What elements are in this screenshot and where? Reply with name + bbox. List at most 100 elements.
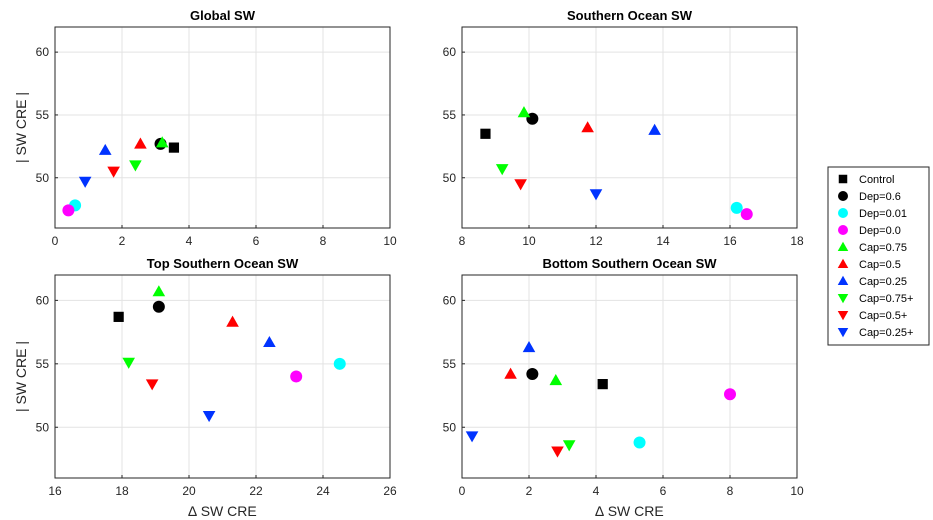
legend-marker-cap-0-5-plus [837,311,849,321]
point-cap-0-75-plus [122,357,135,369]
panel-title: Southern Ocean SW [567,8,693,23]
point-cap-0-5-plus [145,379,159,391]
panel-title: Bottom Southern Ocean SW [542,256,717,271]
x-tick-label: 20 [182,484,196,498]
y-tick-label: 55 [36,108,50,122]
plot-area [462,275,797,478]
point-dep-0-0 [724,388,736,401]
x-tick-label: 24 [316,484,330,498]
y-tick-label: 55 [443,357,457,371]
point-control [597,379,608,390]
y-tick-label: 60 [36,293,50,307]
point-cap-0-5-plus [514,179,527,191]
point-cap-0-25-plus [465,431,479,443]
point-cap-0-25 [98,143,112,155]
y-axis-label: | SW CRE | [13,92,29,163]
point-cap-0-75-plus [495,164,509,176]
point-dep-0-0 [62,204,75,217]
y-tick-label: 55 [443,108,457,122]
point-dep-0-01 [730,201,743,214]
x-tick-label: 16 [723,234,737,248]
legend-marker-cap-0-75 [837,241,849,251]
x-axis-label: ∆ SW CRE [595,503,663,519]
point-dep-0-6 [526,367,539,380]
point-cap-0-5 [226,315,239,327]
x-tick-label: 22 [249,484,263,498]
point-cap-0-75-plus [129,160,142,172]
y-axis-label: | SW CRE | [13,341,29,412]
panel-title: Global SW [190,8,256,23]
legend-label-cap-0-75: Cap=0.75 [859,242,907,254]
panel-top-southern-ocean-sw: 16 18 20 22 24 26 50 55 60 Top Southern Ocean SW ∆… [13,256,397,519]
point-cap-0-5 [581,121,594,133]
x-tick-label: 26 [383,484,397,498]
legend-label-dep-0-6: Dep=0.6 [859,191,901,203]
point-dep-0-0 [290,370,303,383]
plot-area [55,27,390,228]
point-dep-0-01 [333,357,346,370]
point-cap-0-5-plus [551,446,564,458]
y-tick-label: 60 [443,45,457,59]
panel-title: Top Southern Ocean SW [147,256,299,271]
panel-southern-ocean-sw: 8 10 12 14 16 18 50 55 60 Southern Ocean SW [443,8,804,248]
point-cap-0-25-plus [78,176,92,188]
legend-label-cap-0-5: Cap=0.5 [859,259,901,271]
point-control [168,142,180,153]
x-tick-label: 10 [522,234,536,248]
legend-label-dep-0-01: Dep=0.01 [859,208,907,220]
x-tick-label: 8 [727,484,734,498]
y-tick-label: 50 [443,420,457,434]
point-cap-0-5 [134,137,147,149]
legend-marker-control [838,174,848,184]
legend-marker-cap-0-25-plus [837,328,849,338]
x-tick-label: 2 [526,484,533,498]
point-cap-0-5-plus [107,166,120,178]
x-tick-label: 6 [253,234,260,248]
point-cap-0-75 [517,106,531,118]
legend-marker-cap-0-5 [837,258,849,268]
legend-marker-cap-0-75-plus [837,294,849,304]
y-tick-label: 50 [443,171,457,185]
legend-marker-dep-0-01 [838,208,848,218]
y-tick-label: 60 [443,293,457,307]
legend-marker-dep-0-0 [838,225,848,235]
axes-frame [54,26,391,229]
x-tick-label: 0 [459,484,466,498]
legend-label-control: Control [859,174,894,186]
x-tick-label: 4 [186,234,193,248]
x-tick-label: 16 [48,484,62,498]
legend-label-dep-0-0: Dep=0.0 [859,225,901,237]
x-tick-label: 12 [589,234,603,248]
point-cap-0-75 [152,285,166,297]
legend-marker-dep-0-6 [838,191,848,201]
point-cap-0-25-plus [202,411,216,423]
x-tick-label: 0 [52,234,59,248]
point-cap-0-75 [549,374,563,386]
y-tick-label: 50 [36,171,50,185]
legend-label-cap-0-25-plus: Cap=0.25+ [859,327,913,339]
x-axis-label: ∆ SW CRE [188,503,256,519]
point-cap-0-75 [155,136,169,148]
y-tick-label: 50 [36,420,50,434]
point-control [113,311,124,322]
point-dep-0-0 [740,208,753,221]
point-cap-0-25 [648,123,661,135]
axes-frame [461,274,798,479]
point-dep-0-6 [152,300,165,313]
x-tick-label: 10 [383,234,397,248]
legend-label-cap-0-75-plus: Cap=0.75+ [859,293,913,305]
axes-frame [461,26,798,229]
x-tick-label: 8 [459,234,466,248]
legend-label-cap-0-5-plus: Cap=0.5+ [859,310,907,322]
x-tick-label: 14 [656,234,670,248]
x-tick-label: 10 [790,484,804,498]
plot-area [462,27,797,228]
x-tick-label: 18 [790,234,804,248]
y-tick-label: 60 [36,45,50,59]
panel-bottom-southern-ocean-sw: 0 2 4 6 8 10 50 55 60 Bottom Southern Ocean SW ∆ S… [443,256,804,519]
point-cap-0-25-plus [589,189,603,201]
point-dep-0-01 [633,436,646,449]
point-cap-0-25 [263,335,276,348]
